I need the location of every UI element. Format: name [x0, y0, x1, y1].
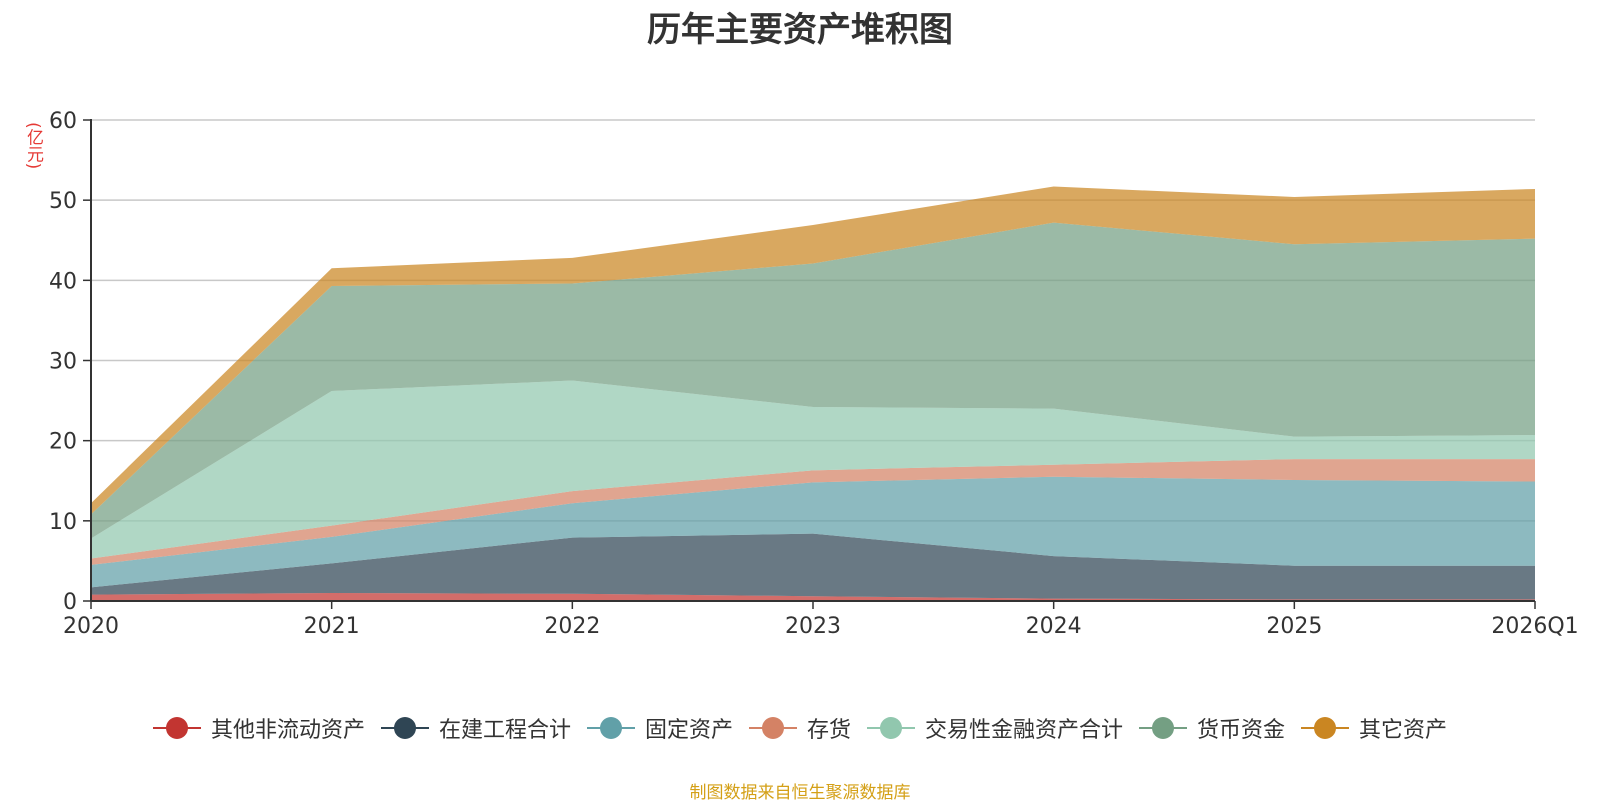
- y-tick-label: 0: [63, 590, 77, 615]
- area-series-6[interactable]: [91, 222, 1535, 539]
- x-tick-label: 2025: [1266, 614, 1322, 639]
- x-tick-label: 2023: [785, 614, 841, 639]
- legend-item[interactable]: 其它资产: [1301, 712, 1447, 744]
- legend-label: 交易性金融资产合计: [925, 718, 1124, 743]
- legend-label: 其它资产: [1359, 718, 1448, 743]
- x-axis-ticks: 2020 2021 2022 2023 2024 2025 2026Q1: [63, 601, 1579, 639]
- y-tick-label: 50: [49, 189, 77, 214]
- y-tick-label: 40: [49, 269, 77, 294]
- area-series-2[interactable]: [91, 533, 1535, 600]
- legend-label: 固定资产: [644, 718, 733, 743]
- data-source-note: 制图数据来自恒生聚源数据库: [689, 783, 911, 803]
- area-series-7[interactable]: [91, 186, 1535, 515]
- x-tick-label: 2024: [1026, 614, 1082, 639]
- y-tick-label: 60: [49, 109, 77, 134]
- y-tick-label: 30: [49, 350, 77, 375]
- legend-marker-icon: [586, 717, 635, 739]
- legend-marker-icon: [152, 717, 201, 739]
- chart-title: 历年主要资产堆积图: [647, 10, 953, 50]
- x-tick-label: 2020: [63, 614, 119, 639]
- y-axis-unit: (亿元): [23, 122, 43, 170]
- legend-marker-icon: [380, 717, 429, 739]
- area-series-5[interactable]: [91, 380, 1535, 559]
- legend-label: 货币资金: [1197, 718, 1286, 743]
- legend-label: 存货: [806, 718, 851, 743]
- y-tick-label: 20: [49, 430, 77, 455]
- legend-marker-icon: [748, 717, 797, 739]
- legend-item[interactable]: 固定资产: [586, 712, 733, 744]
- legend-marker-icon: [1301, 717, 1350, 739]
- legend-label: 在建工程合计: [438, 718, 571, 743]
- area-series-4[interactable]: [91, 459, 1535, 565]
- legend: 其他非流动资产 在建工程合计 固定资产 存货 交易性金融资产合计 货币资金 其它资产: [0, 712, 1600, 744]
- legend-item[interactable]: 存货: [748, 712, 851, 744]
- area-series: [91, 186, 1535, 601]
- legend-label: 其他非流动资产: [210, 718, 365, 743]
- legend-item[interactable]: 在建工程合计: [380, 712, 571, 744]
- legend-item[interactable]: 其他非流动资产: [152, 712, 365, 744]
- legend-item[interactable]: 货币资金: [1139, 712, 1285, 744]
- legend-item[interactable]: 交易性金融资产合计: [867, 712, 1123, 744]
- x-tick-label: 2026Q1: [1491, 614, 1578, 639]
- legend-marker-icon: [867, 717, 915, 739]
- y-tick-label: 10: [49, 510, 77, 535]
- legend-marker-icon: [1139, 717, 1188, 739]
- area-series-3[interactable]: [91, 476, 1535, 588]
- x-tick-label: 2021: [304, 614, 360, 639]
- x-tick-label: 2022: [544, 614, 600, 639]
- y-axis-ticks: 0 10 20 30 40 50 60: [49, 109, 91, 615]
- area-series-1[interactable]: [91, 592, 1535, 601]
